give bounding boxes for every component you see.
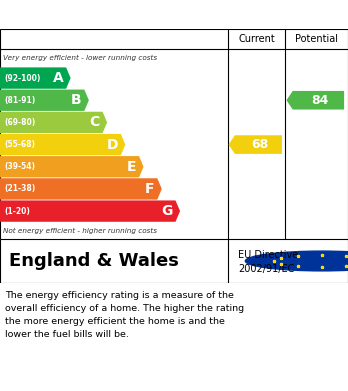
Polygon shape [0, 112, 107, 133]
Text: G: G [161, 204, 173, 218]
Text: EU Directive: EU Directive [238, 250, 299, 260]
Polygon shape [0, 134, 125, 155]
Text: (1-20): (1-20) [4, 206, 30, 215]
Text: A: A [53, 71, 63, 85]
Text: Energy Efficiency Rating: Energy Efficiency Rating [9, 8, 219, 23]
Text: E: E [127, 160, 136, 174]
Text: (55-68): (55-68) [4, 140, 35, 149]
Text: 68: 68 [252, 138, 269, 151]
Polygon shape [229, 135, 282, 154]
Text: Current: Current [238, 34, 275, 44]
Polygon shape [0, 178, 162, 199]
Text: (92-100): (92-100) [4, 74, 41, 83]
Text: F: F [145, 182, 155, 196]
Text: (21-38): (21-38) [4, 185, 35, 194]
Polygon shape [0, 90, 89, 111]
Text: B: B [71, 93, 81, 107]
Text: (39-54): (39-54) [4, 162, 35, 171]
Polygon shape [0, 201, 180, 222]
Circle shape [245, 251, 348, 271]
Text: 84: 84 [311, 94, 329, 107]
Polygon shape [0, 67, 71, 89]
Text: D: D [106, 138, 118, 152]
Text: Very energy efficient - lower running costs: Very energy efficient - lower running co… [3, 55, 158, 61]
Text: Potential: Potential [295, 34, 338, 44]
Text: C: C [89, 115, 100, 129]
Text: Not energy efficient - higher running costs: Not energy efficient - higher running co… [3, 228, 158, 233]
Text: 2002/91/EC: 2002/91/EC [238, 264, 295, 274]
Polygon shape [286, 91, 344, 109]
Text: (81-91): (81-91) [4, 96, 35, 105]
Text: England & Wales: England & Wales [9, 252, 179, 270]
Polygon shape [0, 156, 144, 178]
Text: (69-80): (69-80) [4, 118, 35, 127]
Text: The energy efficiency rating is a measure of the
overall efficiency of a home. T: The energy efficiency rating is a measur… [5, 291, 244, 339]
